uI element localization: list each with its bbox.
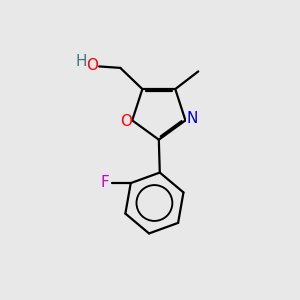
Text: O: O xyxy=(86,58,98,73)
Text: F: F xyxy=(101,175,110,190)
Text: O: O xyxy=(120,114,132,129)
Text: N: N xyxy=(186,111,198,126)
Text: H: H xyxy=(75,54,87,69)
